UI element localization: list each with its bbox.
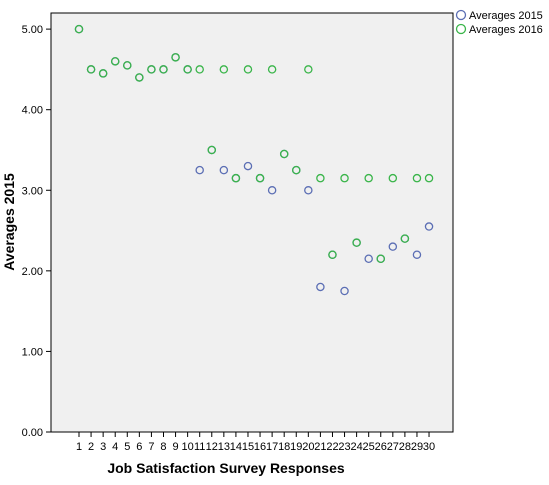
point-averages-2015 <box>340 286 349 296</box>
point-averages-2015 <box>267 186 277 195</box>
point-averages-2016 <box>171 53 180 62</box>
legend-marker <box>455 9 467 21</box>
x-tick-label: 7 <box>148 441 154 453</box>
point-averages-2015 <box>316 282 325 292</box>
point-averages-2016 <box>304 65 313 74</box>
y-tick-label: 1.00 <box>22 346 43 358</box>
point-averages-2016 <box>219 65 229 74</box>
x-tick-label: 20 <box>302 441 314 453</box>
x-tick-label: 19 <box>290 441 302 453</box>
x-tick-label: 30 <box>423 441 435 453</box>
point-averages-2015 <box>424 222 434 231</box>
point-averages-2016 <box>147 65 156 74</box>
point-averages-2015 <box>412 250 422 259</box>
x-tick-label: 2 <box>88 441 94 453</box>
point-averages-2016 <box>183 65 192 74</box>
x-tick-label: 12 <box>206 441 218 453</box>
point-averages-2016 <box>340 173 349 183</box>
point-averages-2016 <box>110 57 120 66</box>
x-tick-label: 18 <box>278 441 290 453</box>
x-tick-label: 23 <box>338 441 350 453</box>
point-averages-2016 <box>86 65 96 74</box>
x-tick-label: 21 <box>314 441 326 453</box>
data-points <box>74 24 434 296</box>
point-averages-2016 <box>400 234 410 243</box>
x-tick-label: 16 <box>254 441 266 453</box>
x-tick-label: 17 <box>266 441 278 453</box>
x-tick-label: 14 <box>230 441 242 453</box>
point-averages-2016 <box>195 65 204 74</box>
y-tick-label: 2.00 <box>22 266 43 278</box>
x-tick-label: 10 <box>182 441 194 453</box>
x-tick-label: 24 <box>350 441 362 453</box>
x-axis: 1 2 3 4 5 6 7 8 9 10 11 12 13 14 15 16 17 18 19 20 21 22 23 24 2… <box>76 432 435 453</box>
y-axis-title: Averages 2015 <box>1 173 17 271</box>
x-tick-label: 27 <box>387 441 399 453</box>
y-tick-label: 4.00 <box>22 105 43 117</box>
point-averages-2016 <box>364 173 373 183</box>
legend-label: Averages 2015 <box>469 10 543 22</box>
y-tick-label: 3.00 <box>22 185 43 197</box>
point-averages-2016 <box>74 24 84 34</box>
x-tick-label: 15 <box>242 441 254 453</box>
legend-label: Averages 2016 <box>469 24 543 36</box>
x-tick-label: 29 <box>411 441 423 453</box>
x-tick-label: 28 <box>399 441 411 453</box>
point-averages-2016 <box>123 61 132 70</box>
x-tick-label: 22 <box>326 441 338 453</box>
y-tick-label: 0.00 <box>22 427 43 439</box>
point-averages-2016 <box>424 173 434 183</box>
point-averages-2016 <box>328 250 337 259</box>
point-averages-2016 <box>98 69 108 78</box>
x-tick-label: 8 <box>160 441 166 453</box>
point-averages-2016 <box>135 73 144 82</box>
x-tick-label: 13 <box>218 441 230 453</box>
point-averages-2016 <box>255 173 265 183</box>
point-averages-2016 <box>352 238 361 247</box>
x-axis-title: Job Satisfaction Survey Responses <box>107 460 345 476</box>
point-averages-2015 <box>364 254 373 264</box>
point-averages-2016 <box>388 173 398 183</box>
point-averages-2016 <box>159 65 168 74</box>
x-tick-label: 5 <box>124 441 130 453</box>
point-averages-2015 <box>388 242 398 251</box>
legend-marker <box>455 23 467 35</box>
point-averages-2015 <box>195 165 204 175</box>
x-tick-label: 25 <box>363 441 375 453</box>
point-averages-2016 <box>412 173 422 183</box>
x-tick-label: 1 <box>76 441 82 453</box>
x-tick-label: 26 <box>375 441 387 453</box>
x-tick-label: 4 <box>112 441 118 453</box>
plot-area <box>50 12 454 433</box>
y-axis: 0.00 1.00 2.00 3.00 4.00 5.00 <box>22 24 51 439</box>
point-averages-2016 <box>292 165 301 175</box>
point-averages-2015 <box>304 186 313 195</box>
x-tick-label: 6 <box>136 441 142 453</box>
point-averages-2016 <box>207 145 217 155</box>
point-averages-2016 <box>231 173 241 183</box>
point-averages-2016 <box>279 149 289 159</box>
point-averages-2016 <box>376 254 385 264</box>
point-averages-2016 <box>243 65 253 74</box>
x-tick-label: 9 <box>172 441 178 453</box>
y-tick-label: 5.00 <box>22 24 43 36</box>
point-averages-2016 <box>316 173 325 183</box>
point-averages-2015 <box>219 165 229 175</box>
x-tick-label: 3 <box>100 441 106 453</box>
point-averages-2016 <box>267 65 277 74</box>
point-averages-2015 <box>243 161 253 171</box>
legend: Averages 2015 Averages 2016 <box>455 9 543 36</box>
x-tick-label: 11 <box>194 441 205 453</box>
